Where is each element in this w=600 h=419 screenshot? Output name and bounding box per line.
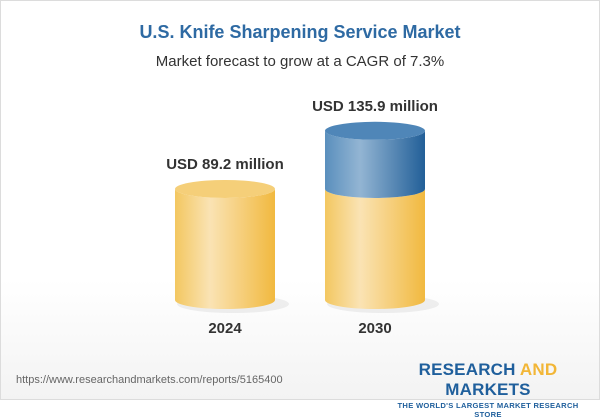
category-label: 2024 bbox=[208, 320, 242, 337]
source-url[interactable]: https://www.researchandmarkets.com/repor… bbox=[16, 374, 283, 386]
category-label: 2030 bbox=[358, 320, 391, 337]
cylinder-base-segment bbox=[175, 188, 275, 309]
research-and-markets-logo: RESEARCH AND MARKETS THE WORLD'S LARGEST… bbox=[383, 360, 593, 419]
chart-title: U.S. Knife Sharpening Service Market bbox=[139, 22, 461, 42]
cylinder-chart: USD 89.2 million 2024 USD 135.9 million 203… bbox=[166, 98, 439, 337]
data-label: USD 89.2 million bbox=[166, 156, 284, 173]
logo-text-3: MARKETS bbox=[445, 380, 531, 399]
cylinder-base-segment bbox=[325, 188, 425, 309]
logo-text-2: AND bbox=[519, 360, 558, 379]
logo-tagline: THE WORLD'S LARGEST MARKET RESEARCH STOR… bbox=[397, 401, 579, 419]
cylinder-growth-segment bbox=[325, 130, 425, 198]
cylinder-top bbox=[175, 179, 275, 198]
chart-frame bbox=[0, 0, 600, 400]
logo-text-1: RESEARCH bbox=[418, 360, 520, 379]
data-label: USD 135.9 million bbox=[312, 98, 438, 115]
cylinder-top bbox=[325, 121, 425, 140]
chart-subtitle: Market forecast to grow at a CAGR of 7.3… bbox=[155, 53, 445, 70]
